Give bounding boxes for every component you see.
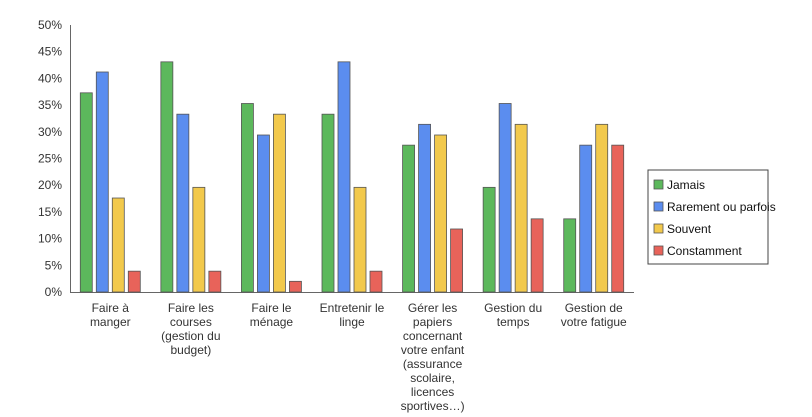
y-tick-label: 35% bbox=[38, 98, 62, 112]
category-labels: Faire à manger Faire les courses (gestion du… bbox=[90, 301, 627, 413]
bar-souvent bbox=[111, 197, 125, 293]
category-label-line: sportives…) bbox=[401, 399, 465, 413]
category-label-line: votre fatigue bbox=[561, 315, 627, 329]
legend-label: Rarement ou parfois bbox=[667, 200, 776, 214]
y-tick-label: 40% bbox=[38, 71, 62, 85]
category-label-line: Gérer les bbox=[408, 301, 457, 315]
bar-jamais bbox=[79, 92, 93, 293]
legend-swatch bbox=[653, 245, 664, 256]
bar-jamais bbox=[241, 103, 254, 293]
category-label: Entretenir le linge bbox=[320, 301, 385, 329]
bar-constamment bbox=[208, 270, 222, 293]
bar-constamment bbox=[369, 270, 383, 293]
bar-constamment bbox=[450, 228, 463, 293]
bar-rarement-ou-parfois bbox=[337, 61, 351, 293]
category-label: Gestion de votre fatigue bbox=[561, 301, 627, 329]
category-label-line: concernant bbox=[403, 329, 463, 343]
bar-souvent bbox=[514, 123, 528, 293]
category-label-line: Gestion du bbox=[484, 301, 542, 315]
category-label: Faire les courses (gestion du budget) bbox=[161, 301, 220, 357]
bar-souvent bbox=[353, 186, 367, 293]
category-label-line: scolaire, bbox=[410, 371, 455, 385]
bar-rarement-ou-parfois bbox=[95, 71, 109, 293]
legend-swatch bbox=[653, 223, 664, 234]
y-axis-ticks: 0% 5% 10% 15% 20% 25% 30% 35% 40% 45% 50% bbox=[38, 18, 62, 299]
category-label-line: votre enfant bbox=[401, 343, 465, 357]
bar-souvent bbox=[192, 186, 206, 293]
legend-swatch bbox=[653, 179, 664, 190]
legend-label: Constamment bbox=[667, 244, 742, 258]
category-label: Faire à manger bbox=[90, 301, 131, 329]
category-label-line: temps bbox=[497, 315, 530, 329]
category-label-line: courses bbox=[170, 315, 212, 329]
y-tick-label: 15% bbox=[38, 205, 62, 219]
category-label-line: (gestion du bbox=[161, 329, 220, 343]
bar-souvent bbox=[434, 134, 447, 293]
legend: Jamais Rarement ou parfois Souvent Constamm… bbox=[647, 169, 776, 265]
category-label: Faire le ménage bbox=[250, 301, 294, 329]
y-tick-label: 5% bbox=[45, 258, 63, 272]
legend-swatch bbox=[653, 201, 664, 212]
bar-souvent bbox=[273, 113, 286, 293]
category-label-line: licences bbox=[411, 385, 454, 399]
bar-jamais bbox=[482, 186, 496, 293]
legend-label: Jamais bbox=[667, 178, 705, 192]
bar-rarement-ou-parfois bbox=[418, 123, 431, 293]
bar-rarement-ou-parfois bbox=[176, 113, 190, 293]
y-tick-label: 20% bbox=[38, 178, 62, 192]
category-label-line: ménage bbox=[250, 315, 294, 329]
bar-rarement-ou-parfois bbox=[579, 144, 593, 293]
y-tick-label: 50% bbox=[38, 18, 62, 32]
bar-rarement-ou-parfois bbox=[498, 103, 512, 293]
category-label-line: Faire le bbox=[251, 301, 291, 315]
y-tick-label: 0% bbox=[45, 285, 63, 299]
category-label-line: budget) bbox=[171, 343, 212, 357]
legend-box bbox=[647, 169, 769, 265]
bar-jamais bbox=[321, 113, 335, 293]
bar-jamais bbox=[402, 144, 415, 293]
bar-jamais bbox=[563, 218, 577, 293]
category-label-line: (assurance bbox=[403, 357, 463, 371]
category-label-line: Faire à bbox=[92, 301, 130, 315]
category-label: Gérer les papiers concernant votre enfant (a… bbox=[401, 301, 465, 413]
category-label: Gestion du temps bbox=[484, 301, 542, 329]
bar-jamais bbox=[160, 61, 174, 293]
category-label-line: papiers bbox=[413, 315, 452, 329]
category-label-line: Entretenir le bbox=[320, 301, 385, 315]
bars bbox=[79, 61, 625, 293]
category-label-line: Gestion de bbox=[565, 301, 623, 315]
category-label-line: Faire les bbox=[168, 301, 214, 315]
bar-rarement-ou-parfois bbox=[257, 134, 270, 293]
y-tick-label: 25% bbox=[38, 152, 62, 166]
y-tick-label: 45% bbox=[38, 45, 62, 59]
legend-label: Souvent bbox=[667, 222, 712, 236]
category-label-line: linge bbox=[339, 315, 365, 329]
bar-constamment bbox=[530, 218, 544, 293]
y-tick-label: 30% bbox=[38, 125, 62, 139]
bar-souvent bbox=[595, 123, 609, 293]
y-tick-label: 10% bbox=[38, 232, 62, 246]
bar-constamment bbox=[289, 280, 302, 293]
bar-constamment bbox=[127, 270, 141, 293]
category-label-line: manger bbox=[90, 315, 131, 329]
bar-constamment bbox=[611, 144, 625, 293]
